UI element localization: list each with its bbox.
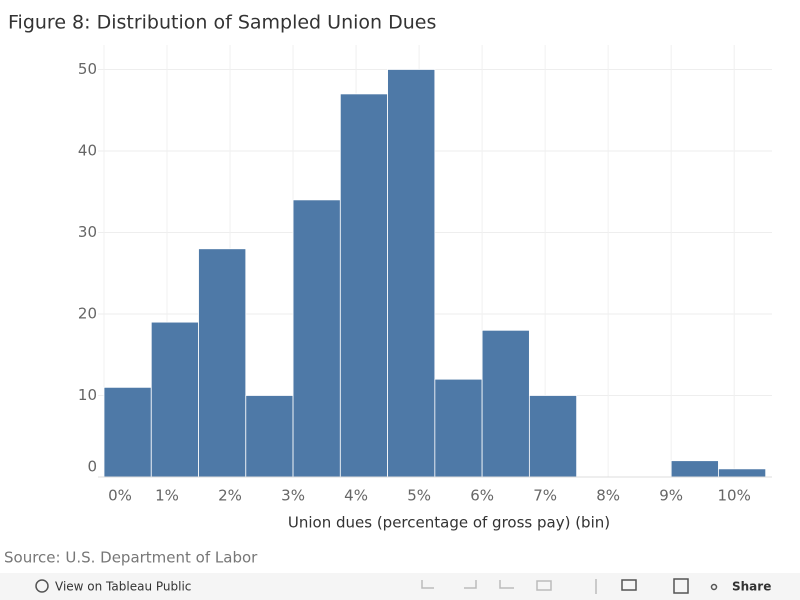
chart-title: Figure 8: Distribution of Sampled Union …	[8, 12, 436, 34]
download-icon[interactable]	[621, 579, 637, 591]
bar	[150, 321, 199, 478]
x-tick-label: 7%	[533, 487, 557, 505]
refresh-icon[interactable]	[536, 580, 552, 591]
share-button[interactable]: Share	[732, 580, 771, 594]
y-tick-label: 0	[87, 458, 97, 476]
bar	[103, 386, 152, 478]
share-icon[interactable]	[710, 583, 718, 591]
y-tick-label: 30	[78, 223, 97, 241]
bar	[528, 395, 578, 478]
revert-icon[interactable]	[499, 580, 514, 589]
y-tick-label: 50	[78, 60, 97, 78]
x-tick-label: 3%	[281, 487, 305, 505]
bar	[198, 248, 247, 478]
bar	[481, 329, 530, 478]
toolbar	[0, 573, 800, 600]
tableau-link[interactable]: View on Tableau Public	[35, 579, 191, 594]
bar	[434, 378, 483, 478]
x-tick-label: 8%	[596, 487, 620, 505]
toolbar-icons-active	[621, 578, 718, 594]
view-link[interactable]: View on Tableau Public	[55, 580, 191, 594]
y-tick-label: 20	[78, 304, 97, 322]
bar	[292, 199, 341, 478]
bar	[718, 468, 767, 478]
bar	[339, 93, 388, 478]
x-tick-label: 4%	[344, 487, 368, 505]
x-axis-label: Union dues (percentage of gross pay) (bi…	[288, 514, 610, 532]
y-tick-label: 10	[78, 386, 97, 404]
undo-icon[interactable]	[421, 580, 434, 589]
x-tick-label: 9%	[659, 487, 683, 505]
x-tick-label: 6%	[470, 487, 494, 505]
bar	[245, 395, 294, 478]
bar	[670, 460, 719, 478]
x-tick-label: 5%	[407, 487, 431, 505]
source-note: Source: U.S. Department of Labor	[4, 549, 258, 567]
y-tick-label: 40	[78, 141, 97, 159]
x-tick-label: 2%	[218, 487, 242, 505]
x-tick-label: 0%	[108, 487, 132, 505]
redo-icon[interactable]	[464, 580, 477, 589]
fullscreen-icon[interactable]	[673, 578, 689, 594]
bar	[387, 69, 436, 478]
tableau-icon	[35, 579, 49, 593]
toolbar-icons	[421, 579, 597, 594]
x-tick-label: 10%	[718, 487, 751, 505]
x-tick-label: 1%	[155, 487, 179, 505]
